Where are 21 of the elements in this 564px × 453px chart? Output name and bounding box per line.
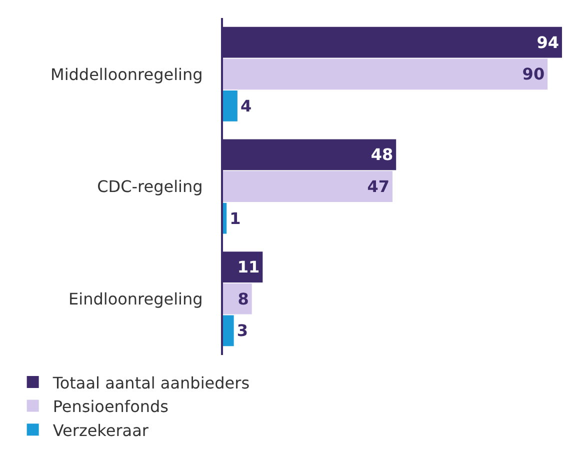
data-label: 47 <box>367 177 390 196</box>
data-label: 11 <box>237 258 260 277</box>
data-label: 8 <box>238 289 249 308</box>
legend-label: Pensioenfonds <box>52 397 168 416</box>
data-label: 3 <box>236 321 248 340</box>
legend-label: Verzekeraar <box>52 420 149 440</box>
data-label: 90 <box>522 64 545 84</box>
bar <box>223 171 392 202</box>
bar <box>223 90 238 122</box>
bar <box>223 315 234 346</box>
y-tick-label: Eindloonregeling <box>68 289 203 308</box>
data-label: 1 <box>230 208 241 228</box>
data-label: 48 <box>370 145 394 164</box>
data-label: 94 <box>536 32 559 52</box>
data-label: 4 <box>240 96 252 116</box>
legend-label: Totaal aantal aanbieders <box>52 373 250 392</box>
bar <box>223 283 252 314</box>
y-tick-label: CDC-regeling <box>97 177 203 196</box>
bar <box>223 58 548 90</box>
y-tick-label: Middelloonregeling <box>50 64 203 84</box>
bar <box>223 202 227 234</box>
